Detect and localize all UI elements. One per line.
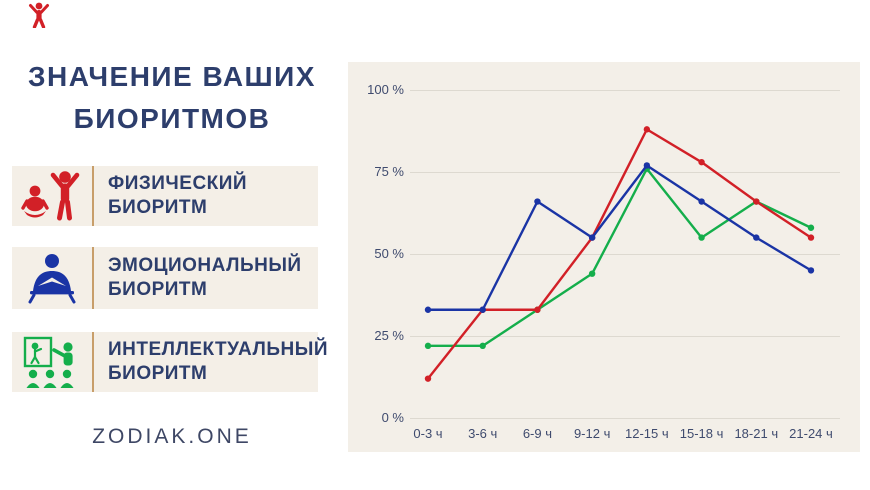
y-tick-label: 50 % <box>374 246 404 261</box>
data-point <box>753 234 760 241</box>
legend-item-intellectual: ИНТЕЛЛЕКТУАЛЬНЫЙ БИОРИТМ <box>12 332 327 392</box>
x-tick-label: 6-9 ч <box>522 426 553 441</box>
legend-label-intellectual: ИНТЕЛЛЕКТУАЛЬНЫЙ БИОРИТМ <box>92 332 328 392</box>
data-point <box>643 162 651 169</box>
y-tick-label: 0 % <box>381 410 404 425</box>
y-tick-label: 75 % <box>374 164 404 179</box>
legend-label-emotional: ЭМОЦИОНАЛЬНЫЙ БИОРИТМ <box>92 247 302 309</box>
x-tick-label: 18-21 ч <box>734 426 779 441</box>
legend-label-physical-line2: БИОРИТМ <box>108 197 208 218</box>
data-point <box>588 234 596 241</box>
y-tick-label: 100 % <box>367 82 404 97</box>
brand-person-icon <box>29 2 49 28</box>
data-point <box>643 126 651 133</box>
legend-label-intellectual-line1: ИНТЕЛЛЕКТУАЛЬНЫЙ <box>108 339 328 360</box>
x-tick-label: 21-24 ч <box>789 426 833 441</box>
page-title-line1: ЗНАЧЕНИЕ ВАШИХ <box>28 61 316 92</box>
data-point <box>479 306 486 313</box>
legend-label-physical-line1: ФИЗИЧЕСКИЙ <box>108 173 248 194</box>
page-title-line2: БИОРИТМОВ <box>73 103 271 134</box>
gridline-100 <box>410 90 840 91</box>
gridline-50 <box>410 254 840 255</box>
page-title: ЗНАЧЕНИЕ ВАШИХ БИОРИТМОВ <box>0 56 344 140</box>
data-point <box>534 198 541 205</box>
data-point <box>807 267 815 274</box>
legend-label-intellectual-line2: БИОРИТМ <box>108 363 208 384</box>
series-line <box>428 167 812 348</box>
legend-item-emotional: ЭМОЦИОНАЛЬНЫЙ БИОРИТМ <box>12 247 318 309</box>
chart-lines <box>424 126 815 382</box>
legend-label-emotional-line1: ЭМОЦИОНАЛЬНЫЙ <box>108 255 302 276</box>
legend-item-physical: ФИЗИЧЕСКИЙ БИОРИТМ <box>12 166 318 226</box>
gridline-25 <box>410 336 840 337</box>
data-point <box>424 375 432 382</box>
x-tick-label: 0-3 ч <box>413 426 443 441</box>
series-line <box>427 128 812 380</box>
x-tick-label: 12-15 ч <box>625 426 669 441</box>
data-point <box>753 198 760 205</box>
data-point <box>698 158 705 166</box>
data-point <box>588 270 596 277</box>
legend-label-emotional-line2: БИОРИТМ <box>108 279 208 300</box>
presentation-icon <box>12 336 92 388</box>
brand-text: ZODIAK.ONE <box>92 425 252 448</box>
y-tick-label: 25 % <box>374 328 404 343</box>
legend-label-physical: ФИЗИЧЕСКИЙ БИОРИТМ <box>92 166 247 226</box>
data-point <box>807 234 815 241</box>
data-point <box>479 342 486 350</box>
data-point <box>424 342 432 350</box>
biorhythm-chart: 100 % 75 % 50 % 25 % 0 % 0-3 ч 3-6 ч 6-9 ч 9-12 … <box>348 62 860 452</box>
data-point <box>807 224 815 231</box>
x-tick-label: 9-12 ч <box>573 426 611 441</box>
data-point <box>698 198 705 205</box>
exercise-icon <box>12 170 92 222</box>
reading-icon <box>12 252 92 304</box>
data-point <box>698 234 705 241</box>
data-point <box>534 306 541 313</box>
gridline-0 <box>410 418 840 419</box>
data-point <box>424 306 432 313</box>
x-tick-label: 15-18 ч <box>679 426 724 441</box>
x-tick-label: 3-6 ч <box>468 426 498 441</box>
series-line <box>428 164 812 311</box>
